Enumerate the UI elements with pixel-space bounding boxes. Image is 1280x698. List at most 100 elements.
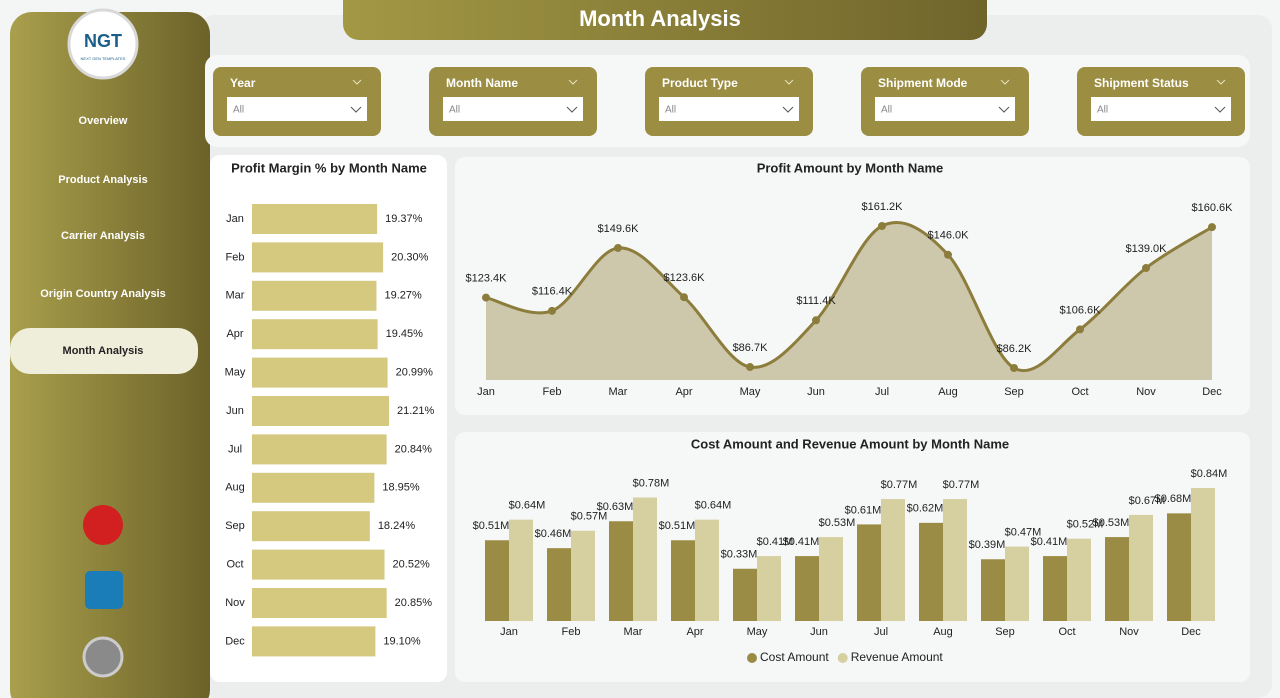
dropdown[interactable] [875, 97, 1015, 121]
data-label: $0.57M [571, 511, 608, 523]
chevron [568, 79, 578, 85]
youtube-icon[interactable] [83, 505, 123, 545]
y-tick-label: Mar [226, 290, 245, 302]
dropdown[interactable] [659, 97, 799, 121]
point [614, 243, 622, 252]
x-tick-label: Oct [1058, 626, 1075, 638]
bar [1191, 488, 1215, 621]
chart-title: Profit Margin % by Month Name [231, 160, 427, 175]
bar [881, 499, 905, 621]
y-tick-label: Jul [228, 443, 242, 455]
linkedin-icon[interactable] [85, 571, 123, 609]
x-tick-label: Mar [609, 386, 628, 398]
y-tick-label: Jan [226, 213, 244, 225]
data-label: $161.2K [862, 201, 904, 213]
data-label: $0.53M [819, 517, 856, 529]
nav-item[interactable]: Product Analysis [58, 174, 147, 186]
bar [857, 524, 881, 621]
point [548, 306, 556, 315]
filter-value: All [449, 105, 460, 116]
y-tick-label: Oct [226, 559, 243, 571]
data-label: $0.67M [1129, 495, 1166, 507]
filter-label: Year [230, 76, 256, 90]
chevron [566, 106, 578, 113]
logo [67, 8, 139, 80]
chevron [352, 79, 362, 85]
point [746, 363, 754, 372]
bar [547, 548, 571, 621]
chevron [998, 106, 1010, 113]
nav-item[interactable]: Overview [79, 115, 128, 127]
bar [919, 522, 943, 621]
y-tick-label: Nov [225, 597, 245, 609]
data-label: 20.30% [391, 251, 429, 263]
legend-swatch [747, 653, 757, 663]
data-label: $111.4K [796, 295, 836, 307]
x-tick-label: Feb [543, 386, 562, 398]
x-tick-label: Jan [477, 386, 495, 398]
data-label: $0.84M [1191, 468, 1228, 480]
x-tick-label: May [740, 386, 761, 398]
nav-active [10, 328, 198, 374]
bar [1005, 546, 1029, 621]
x-tick-label: Nov [1136, 386, 1156, 398]
data-label: $0.62M [907, 503, 944, 515]
bar [695, 519, 719, 621]
x-tick-label: Dec [1181, 626, 1201, 638]
nav-item[interactable]: Origin Country Analysis [40, 288, 166, 300]
bar [1043, 556, 1067, 621]
data-label: $0.39M [969, 539, 1006, 551]
bar [252, 280, 377, 311]
data-label: $86.2K [997, 343, 1033, 355]
data-label: $160.6K [1192, 202, 1234, 214]
point [812, 316, 820, 325]
filter-label: Shipment Mode [878, 76, 968, 90]
data-label: 20.85% [395, 597, 433, 609]
x-tick-label: Apr [675, 386, 692, 398]
point [1142, 264, 1150, 273]
y-tick-label: May [225, 367, 246, 379]
y-tick-label: Jun [226, 405, 244, 417]
x-tick-label: Jul [875, 386, 889, 398]
web-icon[interactable] [82, 636, 124, 678]
bar [1129, 514, 1153, 621]
area [486, 222, 1212, 380]
data-label: $0.77M [943, 479, 980, 491]
x-tick-label: Mar [624, 626, 643, 638]
nav-item[interactable]: Carrier Analysis [61, 230, 145, 242]
chevron [784, 79, 794, 85]
dropdown[interactable] [1091, 97, 1231, 121]
data-label: $146.0K [928, 230, 970, 242]
x-tick-label: Sep [1004, 386, 1024, 398]
legend-swatch [837, 653, 848, 663]
x-tick-label: Nov [1119, 626, 1139, 638]
data-label: $0.61M [845, 504, 882, 516]
data-label: $0.47M [1005, 526, 1042, 538]
legend-label: Cost Amount [760, 650, 829, 664]
data-label: $86.7K [733, 342, 769, 354]
x-tick-label: Sep [995, 626, 1015, 638]
chevron [782, 106, 794, 113]
dropdown[interactable] [227, 97, 367, 121]
bar [509, 519, 533, 621]
data-label: $0.41M [783, 536, 820, 548]
bar [252, 472, 375, 503]
page-title: Month Analysis [579, 6, 741, 31]
x-tick-label: Oct [1071, 386, 1088, 398]
x-tick-label: May [747, 626, 768, 638]
data-label: $123.6K [664, 272, 706, 284]
bar [252, 357, 388, 388]
bar [252, 434, 387, 465]
bar [733, 568, 757, 621]
chart-title: Profit Amount by Month Name [757, 160, 944, 175]
nav-item[interactable]: Month Analysis [63, 345, 144, 357]
dropdown[interactable] [443, 97, 583, 121]
bar [795, 556, 819, 621]
bar [252, 319, 378, 350]
point [878, 222, 886, 230]
x-tick-label: Aug [933, 626, 953, 638]
data-label: $0.51M [659, 520, 696, 532]
data-label: 19.37% [385, 213, 423, 225]
y-tick-label: Apr [226, 328, 243, 340]
